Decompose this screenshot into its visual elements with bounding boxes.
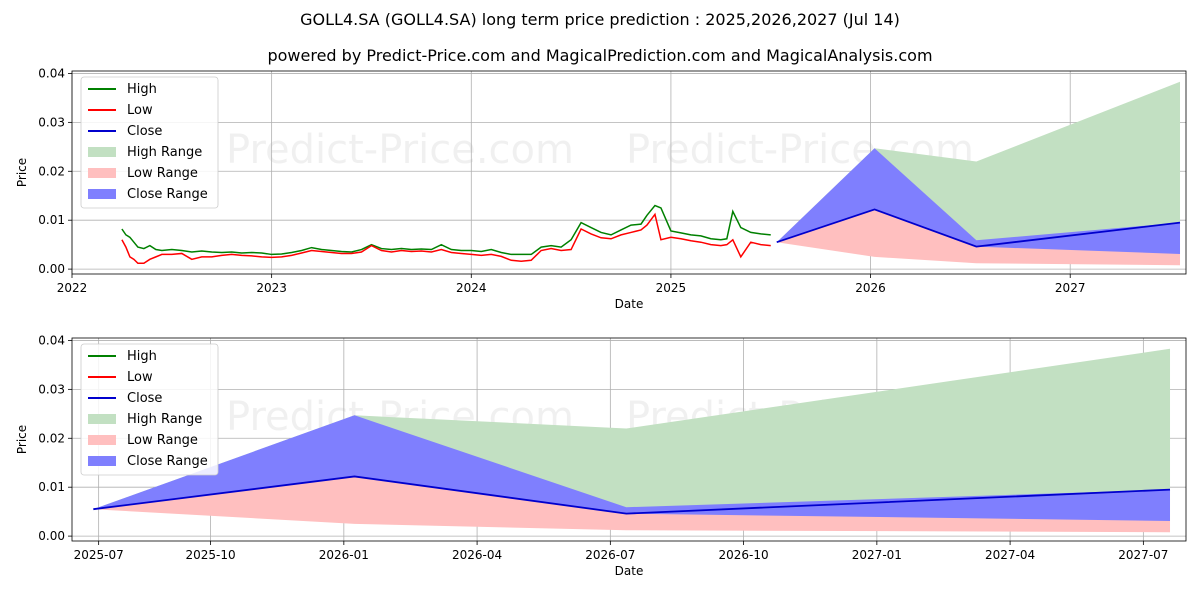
x-tick-label: 2025-10 xyxy=(186,548,236,562)
y-tick-label: 0.02 xyxy=(38,431,65,445)
legend-label: Low Range xyxy=(127,433,198,448)
chart-subtitle: powered by Predict-Price.com and Magical… xyxy=(267,46,933,65)
axes-frame xyxy=(71,337,1187,542)
legend-label: High Range xyxy=(127,145,202,160)
legend: High Low Close High Range Low Range Close Ran… xyxy=(80,343,219,476)
close-series-line xyxy=(776,208,1181,248)
legend-label: Low xyxy=(127,103,153,118)
y-tick-label: 0.00 xyxy=(38,262,65,276)
chart-title: GOLL4.SA (GOLL4.SA) long term price pred… xyxy=(300,10,900,29)
legend-label: High Range xyxy=(127,412,202,427)
legend-high-range-swatch xyxy=(88,147,116,157)
x-tick-label: 2025-07 xyxy=(74,548,124,562)
y-tick-label: 0.01 xyxy=(38,213,65,227)
watermark-text: Predict-Price.com xyxy=(226,127,574,173)
low-range-area xyxy=(93,476,1171,533)
x-tick-label: 2025 xyxy=(656,281,687,295)
x-tick-label: 2026-10 xyxy=(719,548,769,562)
x-tick-label: 2027-07 xyxy=(1118,548,1168,562)
y-tick-label: 0.03 xyxy=(38,115,65,129)
legend-label: Close xyxy=(127,124,162,139)
y-axis-label: Price xyxy=(15,425,29,454)
legend-label: Close Range xyxy=(127,187,208,202)
legend-high-range-swatch xyxy=(88,414,116,424)
low-series-line xyxy=(121,212,771,264)
x-tick-label: 2026 xyxy=(855,281,886,295)
x-tick-label: 2022 xyxy=(57,281,88,295)
x-tick-label: 2026-01 xyxy=(319,548,369,562)
high-series-line xyxy=(121,204,771,256)
legend-close-range-swatch xyxy=(88,189,116,199)
low-range-area xyxy=(776,209,1181,266)
legend-low-range-swatch xyxy=(88,435,116,445)
y-axis-label: Price xyxy=(15,158,29,187)
close-range-area xyxy=(93,415,1171,521)
x-tick-label: 2027 xyxy=(1055,281,1086,295)
legend-label: High xyxy=(127,349,157,364)
plot-area xyxy=(121,81,1181,266)
x-tick-label: 2024 xyxy=(456,281,487,295)
legend: High Low Close High Range Low Range Close Ran… xyxy=(80,76,219,209)
close-series-line xyxy=(93,475,1171,515)
legend-label: Low Range xyxy=(127,166,198,181)
legend-label: Low xyxy=(127,370,153,385)
legend-low-range-swatch xyxy=(88,168,116,178)
legend-label: Close Range xyxy=(127,454,208,469)
axes-frame xyxy=(71,70,1187,275)
x-tick-label: 2023 xyxy=(256,281,287,295)
x-axis-label: Date xyxy=(615,297,644,311)
x-tick-label: 2027-04 xyxy=(985,548,1035,562)
legend-label: High xyxy=(127,82,157,97)
x-tick-label: 2026-07 xyxy=(585,548,635,562)
x-axis-label: Date xyxy=(615,564,644,578)
y-tick-label: 0.04 xyxy=(38,66,65,80)
x-tick-label: 2027-01 xyxy=(852,548,902,562)
legend-close-range-swatch xyxy=(88,456,116,466)
y-tick-label: 0.01 xyxy=(38,480,65,494)
y-tick-label: 0.02 xyxy=(38,164,65,178)
y-tick-label: 0.04 xyxy=(38,333,65,347)
y-tick-label: 0.00 xyxy=(38,529,65,543)
x-tick-label: 2026-04 xyxy=(452,548,502,562)
close-range-area xyxy=(776,148,1181,254)
plot-area xyxy=(93,348,1171,533)
legend-label: Close xyxy=(127,391,162,406)
y-tick-label: 0.03 xyxy=(38,382,65,396)
